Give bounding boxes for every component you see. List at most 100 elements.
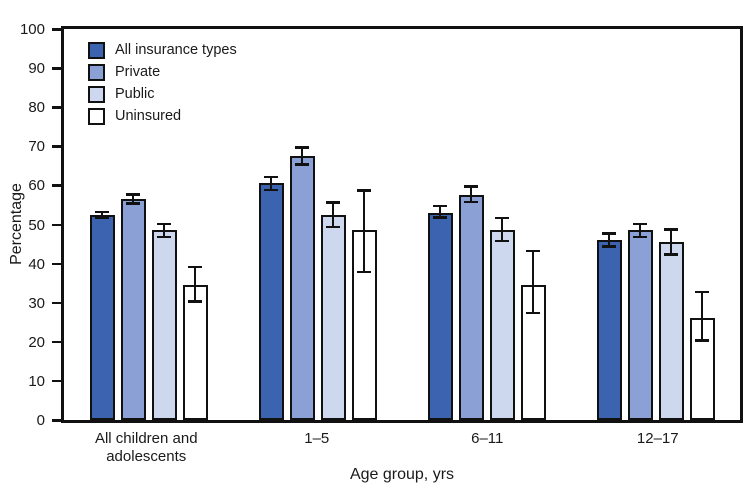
y-tick-label: 50 <box>28 216 45 234</box>
error-bar-cap-bottom <box>157 235 171 239</box>
error-bar-cap-top <box>126 193 140 196</box>
y-tick-mark <box>52 28 61 31</box>
error-bar-cap-bottom <box>357 270 371 274</box>
bar-cell <box>120 29 146 420</box>
error-bar-cap-bottom <box>95 216 109 219</box>
error-bar-line <box>531 249 535 315</box>
bar-cell <box>427 29 453 420</box>
error-bar-cap-top <box>188 265 202 269</box>
y-tick-mark <box>52 379 61 383</box>
error-bar-line <box>500 216 504 243</box>
bar <box>427 212 453 420</box>
error-bar-line <box>193 265 197 303</box>
legend-label: Uninsured <box>115 108 182 124</box>
error-bar-cap-bottom <box>464 200 478 203</box>
bar-cell <box>689 29 715 420</box>
bar-cell <box>320 29 346 420</box>
error-bar-cap-bottom <box>495 239 509 243</box>
legend-swatch <box>88 64 105 81</box>
error-bar-cap-bottom <box>633 235 647 239</box>
error-bar-cap-bottom <box>526 311 540 315</box>
bar-cell <box>182 29 208 420</box>
bar <box>320 214 346 420</box>
error-bar-cap-top <box>357 189 371 192</box>
legend-item: All insurance types <box>88 42 237 59</box>
y-tick-label: 60 <box>28 177 45 195</box>
error-bar-line <box>300 146 304 166</box>
error-bar-line <box>638 222 642 239</box>
bar <box>489 230 515 420</box>
y-tick-mark <box>52 301 61 305</box>
bar-cell <box>151 29 177 420</box>
y-tick-label: 70 <box>28 138 45 156</box>
error-bar-cap-bottom <box>295 163 309 166</box>
y-tick-label: 80 <box>28 99 45 117</box>
y-tick-mark <box>52 106 61 109</box>
bar-cell <box>289 29 315 420</box>
y-tick-mark <box>52 419 61 422</box>
bar <box>458 195 484 420</box>
error-bar-cap-top <box>695 290 709 294</box>
error-bar-line <box>669 228 673 256</box>
error-bar-line <box>438 204 442 219</box>
legend-swatch <box>88 86 105 103</box>
y-tick-label: 10 <box>28 372 45 390</box>
x-axis-title: Age group, yrs <box>349 466 455 483</box>
y-tick-label: 0 <box>36 412 45 429</box>
x-category-label: 1–5 <box>304 430 330 447</box>
bar-group <box>427 29 546 420</box>
error-bar-cap-top <box>526 249 540 253</box>
error-bar-cap-bottom <box>126 202 140 205</box>
bar-cell <box>596 29 622 420</box>
y-tick-label: 20 <box>28 333 45 351</box>
legend-label: All insurance types <box>115 42 237 58</box>
error-bar-cap-top <box>433 204 447 208</box>
error-bar-cap-bottom <box>264 188 278 192</box>
error-bar-cap-top <box>495 216 509 220</box>
bar <box>89 214 115 420</box>
bar <box>258 183 284 420</box>
bar <box>151 230 177 420</box>
y-tick-mark <box>52 340 61 344</box>
error-bar-cap-top <box>326 201 340 204</box>
error-bar-line <box>162 222 166 239</box>
error-bar-cap-bottom <box>664 253 678 256</box>
bar-group <box>596 29 715 420</box>
error-bar-line <box>131 193 135 205</box>
bar <box>658 242 684 420</box>
error-bar-cap-top <box>264 175 278 179</box>
error-bar-cap-bottom <box>602 245 616 248</box>
y-axis-ticks: 0 10 20 30 40 50 60 70 80 90 100 <box>0 21 61 429</box>
bar <box>596 240 622 420</box>
bar-cell <box>627 29 653 420</box>
error-bar-cap-bottom <box>188 300 202 303</box>
error-bar-line <box>331 201 335 229</box>
y-tick-mark <box>52 67 61 70</box>
error-bar-cap-top <box>157 222 171 226</box>
y-tick-label: 40 <box>28 255 45 273</box>
bar-cell <box>89 29 115 420</box>
legend: All insurance types Private Public Uninsure… <box>88 42 237 130</box>
y-tick-label: 100 <box>19 21 45 38</box>
y-tick-mark <box>52 145 61 148</box>
legend-item: Public <box>88 86 237 103</box>
y-tick-mark <box>52 223 61 226</box>
bar-cell <box>658 29 684 420</box>
legend-item: Private <box>88 64 237 81</box>
bar <box>627 230 653 420</box>
bar <box>289 156 315 420</box>
x-axis-labels: All children and adolescents 1–5 6–11 12–17 <box>61 430 743 470</box>
error-bar-cap-top <box>602 232 616 235</box>
error-bar-line <box>362 189 366 274</box>
error-bar-cap-bottom <box>326 225 340 229</box>
bar-cell <box>258 29 284 420</box>
error-bar-line <box>100 210 104 219</box>
error-bar-line <box>469 185 473 203</box>
bar <box>120 199 146 420</box>
x-category-label: All children and adolescents <box>94 430 198 465</box>
error-bar-cap-top <box>664 228 678 231</box>
y-tick-label: 30 <box>28 294 45 312</box>
error-bar-cap-bottom <box>695 339 709 342</box>
legend-item: Uninsured <box>88 108 237 125</box>
